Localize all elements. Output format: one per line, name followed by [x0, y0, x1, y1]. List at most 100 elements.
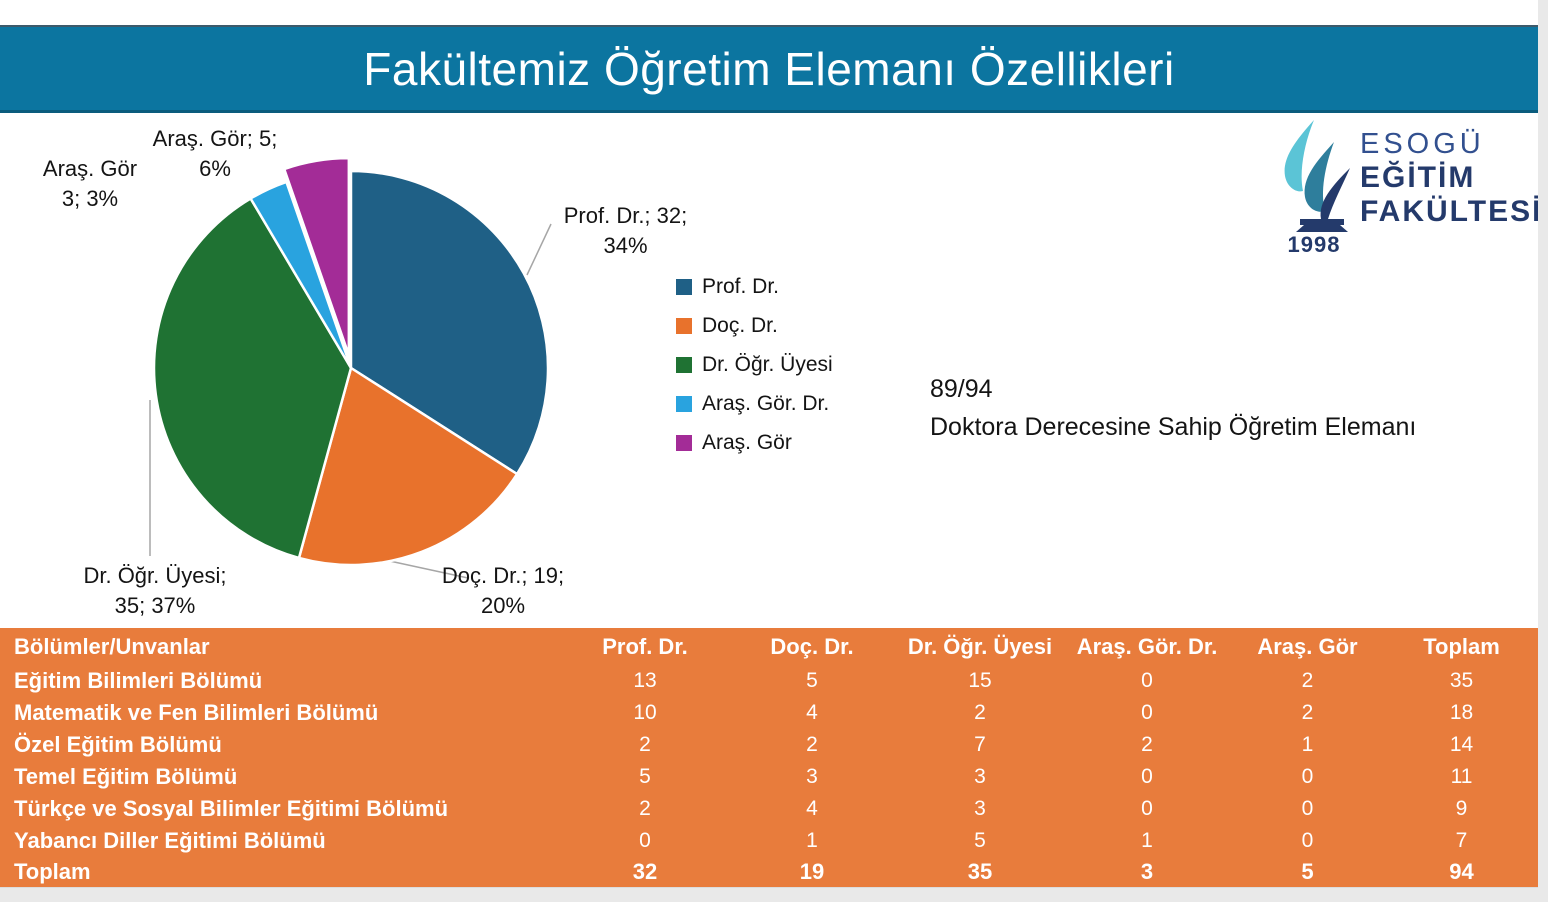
- table-cell: 2: [1301, 669, 1314, 692]
- legend-swatch-icon: [676, 278, 692, 295]
- table-cell: 0: [1301, 829, 1314, 852]
- flame-icon: [1284, 120, 1350, 232]
- table-cell: 1: [1301, 733, 1314, 756]
- table-cell: 7: [1455, 829, 1468, 852]
- table-cell: 14: [1449, 733, 1474, 756]
- table-cell: 15: [968, 669, 992, 692]
- pie-label-aras-gor: Araş. Gör; 5; 6%: [115, 124, 315, 184]
- table-row-label: Yabancı Diller Eğitimi Bölümü: [14, 828, 326, 853]
- table-cell: 11: [1450, 765, 1473, 788]
- pie-label-line: Araş. Gör: [42, 156, 138, 181]
- table-cell: 18: [1449, 701, 1474, 724]
- table-cell: 4: [806, 797, 818, 820]
- table-total-cell: 35: [967, 859, 993, 884]
- table-cell: 5: [974, 829, 986, 852]
- pie-label-line: 35; 37%: [114, 593, 196, 618]
- pie-label-line: 3; 3%: [61, 186, 119, 211]
- logo-text: ESOGÜ EĞİTİM FAKÜLTESİ: [1360, 128, 1542, 229]
- pie-label-aras-gor-dr: Araş. Gör 3; 3%: [25, 154, 155, 214]
- table-cell: 3: [974, 797, 986, 820]
- table-total-cell: 94: [1449, 859, 1474, 884]
- pie-slice-4: [282, 156, 351, 357]
- table-row-label: Temel Eğitim Bölümü: [14, 764, 238, 789]
- table-header-cell: Dr. Öğr. Üyesi: [907, 633, 1053, 659]
- pie-label-line: Prof. Dr.; 32;: [563, 203, 688, 228]
- pie-slice-2: [152, 197, 353, 560]
- table-cell: 0: [1141, 797, 1153, 820]
- table-header-cell: Araş. Gör: [1257, 633, 1358, 659]
- pie-label-doc-dr: Doç. Dr.; 19; 20%: [433, 561, 573, 621]
- legend-swatch-icon: [676, 356, 692, 373]
- pie-label-line: Doç. Dr.; 19;: [441, 563, 565, 588]
- table-cell: 35: [1449, 669, 1474, 692]
- legend-label: Araş. Gör: [702, 430, 792, 454]
- legend: Prof. Dr. Doç. Dr. Dr. Öğr. Üyesi Araş. Gör…: [676, 275, 833, 473]
- logo-year: 1998: [1287, 232, 1341, 257]
- table-header-cell: Doç. Dr.: [770, 633, 854, 659]
- table-cell: 3: [806, 765, 818, 788]
- table-cell: 4: [806, 701, 818, 724]
- leader-line-prof: [526, 223, 552, 276]
- legend-swatch-icon: [676, 317, 692, 334]
- table-total-label: Toplam: [14, 859, 91, 884]
- page-title: Fakültemiz Öğretim Elemanı Özellikleri: [363, 42, 1175, 95]
- table-cell: 5: [806, 669, 818, 692]
- legend-label: Prof. Dr.: [702, 274, 780, 298]
- legend-label: Araş. Gör. Dr.: [702, 391, 830, 415]
- table-row-label: Eğitim Bilimleri Bölümü: [14, 668, 263, 693]
- table-total-cell: 32: [632, 859, 658, 884]
- table-cell: 10: [633, 701, 657, 724]
- bottom-edge: [0, 887, 1548, 902]
- table-cell: 2: [806, 733, 818, 756]
- table-cell: 2: [1141, 733, 1153, 756]
- table-cell: 9: [1455, 797, 1468, 820]
- table-total-cell: 5: [1301, 859, 1314, 884]
- table-cell: 0: [1141, 701, 1153, 724]
- logo-line3: FAKÜLTESİ: [1360, 195, 1543, 228]
- legend-item-2: Dr. Öğr. Üyesi: [676, 353, 833, 376]
- faculty-logo: 1998 ESOGÜ EĞİTİM FAKÜLTESİ: [1276, 120, 1540, 260]
- pie-label-line: 20%: [480, 593, 526, 618]
- pie-label-prof-dr: Prof. Dr.; 32; 34%: [553, 201, 698, 261]
- legend-item-3: Araş. Gör. Dr.: [676, 392, 833, 415]
- table-row-label: Özel Eğitim Bölümü: [14, 732, 222, 757]
- table-cell: 2: [974, 701, 986, 724]
- table-cell: 1: [1141, 829, 1153, 852]
- logo-line2: EĞİTİM: [1360, 161, 1476, 194]
- right-edge: [1538, 0, 1548, 902]
- legend-swatch-icon: [676, 434, 692, 451]
- table-cell: 7: [974, 733, 986, 756]
- stat-caption: Doktora Derecesine Sahip Öğretim Elemanı: [930, 413, 1417, 441]
- legend-item-4: Araş. Gör: [676, 431, 833, 454]
- table-cell: 0: [1301, 765, 1314, 788]
- legend-label: Dr. Öğr. Üyesi: [702, 352, 833, 376]
- doctorate-stat: 89/94 Doktora Derecesine Sahip Öğretim E…: [930, 370, 1416, 446]
- table-total-cell: 19: [799, 859, 825, 884]
- table-cell: 0: [1141, 765, 1153, 788]
- legend-label: Doç. Dr.: [702, 313, 778, 337]
- table-cell: 0: [1301, 797, 1314, 820]
- table-cell: 13: [633, 669, 657, 692]
- department-table: Bölümler/Unvanlar Prof. Dr. Doç. Dr. Dr. Öğ…: [0, 628, 1538, 887]
- legend-item-1: Doç. Dr.: [676, 314, 833, 337]
- pie-label-line: Dr. Öğr. Üyesi;: [83, 563, 227, 588]
- pie-label-line: 6%: [199, 156, 231, 181]
- legend-item-0: Prof. Dr.: [676, 275, 833, 298]
- pie-label-line: 34%: [603, 233, 648, 258]
- legend-swatch-icon: [676, 395, 692, 412]
- pie-chart: [149, 156, 552, 579]
- table-cell: 2: [1301, 701, 1314, 724]
- table-cell: 5: [639, 765, 651, 788]
- pie-label-dr-ogr-uyesi: Dr. Öğr. Üyesi; 35; 37%: [35, 561, 275, 621]
- table-cell: 0: [1141, 669, 1153, 692]
- leader-line-doc: [384, 559, 469, 579]
- table-total-cell: 3: [1140, 859, 1154, 884]
- header-band: Fakültemiz Öğretim Elemanı Özellikleri: [0, 25, 1538, 113]
- pie-slice-1: [297, 366, 519, 567]
- pie-label-line: Araş. Gör; 5;: [152, 126, 278, 151]
- table-header-cell: Araş. Gör. Dr.: [1076, 633, 1218, 659]
- table-cell: 2: [639, 733, 651, 756]
- table-cell: 3: [974, 765, 986, 788]
- table-cell: 0: [639, 829, 651, 852]
